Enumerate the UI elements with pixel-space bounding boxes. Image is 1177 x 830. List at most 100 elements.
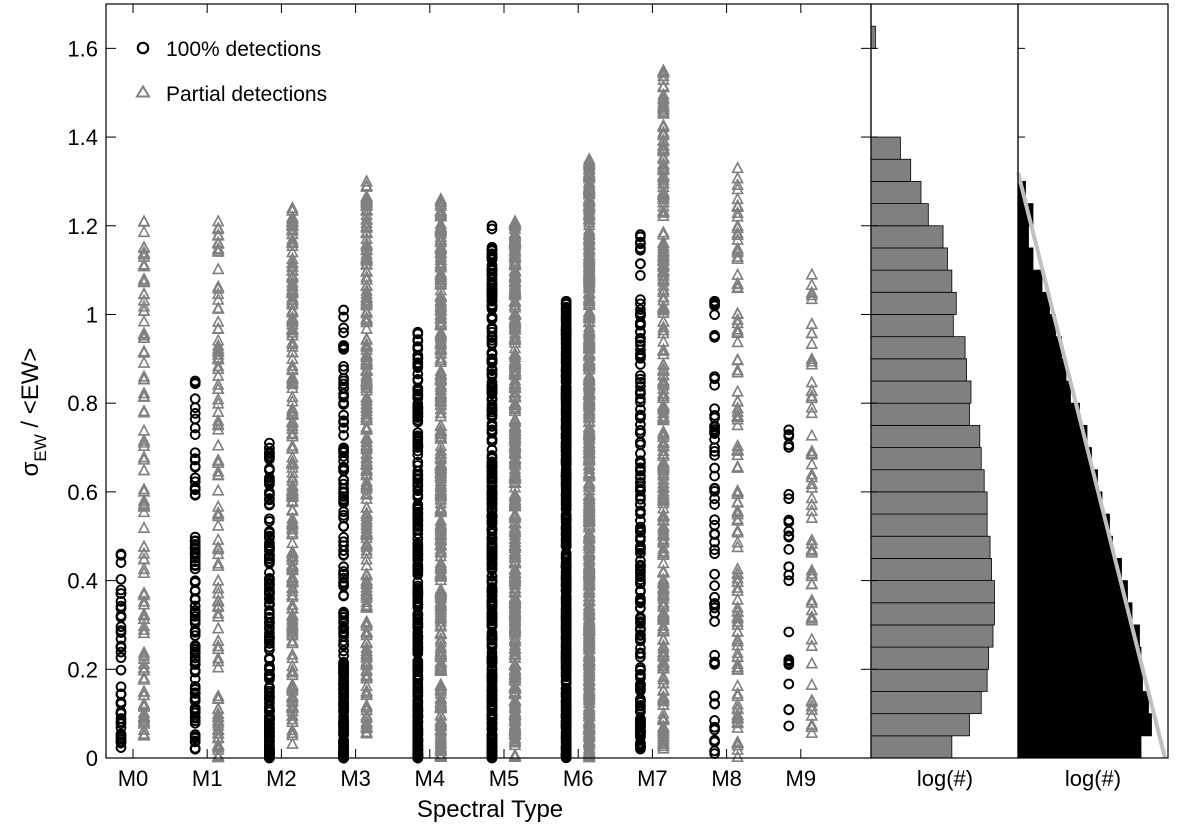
data-point-partial bbox=[731, 322, 744, 335]
data-point-partial bbox=[805, 267, 819, 280]
data-point-partial bbox=[582, 467, 596, 480]
data-point-full bbox=[560, 718, 572, 730]
data-point-partial bbox=[731, 624, 744, 637]
x-axis-ticks: M0 M1 M2 M3 M4 M5 M6 M7 M8 M9 bbox=[118, 4, 816, 791]
data-point-full bbox=[189, 655, 201, 667]
data-point-partial bbox=[582, 424, 596, 437]
data-point-partial bbox=[508, 475, 522, 488]
data-point-full bbox=[412, 484, 424, 496]
data-point-partial bbox=[286, 311, 299, 324]
data-point-partial bbox=[286, 520, 299, 533]
data-point-full bbox=[560, 348, 572, 360]
data-point-partial bbox=[211, 301, 225, 314]
data-point-partial bbox=[582, 310, 596, 323]
data-point-partial bbox=[731, 363, 744, 376]
data-point-partial bbox=[286, 401, 299, 414]
data-point-partial bbox=[582, 622, 596, 635]
y-tick-label: 1.2 bbox=[67, 214, 98, 239]
data-point-full bbox=[486, 537, 498, 549]
data-point-full bbox=[412, 744, 424, 756]
data-point-partial bbox=[657, 597, 670, 610]
data-point-partial bbox=[657, 618, 670, 631]
data-point-partial bbox=[731, 583, 744, 596]
data-point-partial bbox=[360, 679, 373, 692]
histogram-fit-line bbox=[1016, 172, 1167, 759]
histogram-all-bar bbox=[870, 668, 988, 692]
data-point-full bbox=[189, 626, 201, 638]
data-point-partial bbox=[508, 412, 522, 425]
data-point-partial bbox=[360, 590, 373, 603]
data-point-full bbox=[486, 349, 498, 360]
data-point-partial bbox=[657, 142, 670, 155]
data-point-partial bbox=[657, 624, 670, 637]
data-point-partial bbox=[508, 319, 522, 332]
data-point-partial bbox=[657, 556, 670, 569]
data-point-partial bbox=[508, 748, 522, 761]
data-point-partial bbox=[211, 417, 225, 430]
data-point-full bbox=[189, 422, 201, 434]
data-point-partial bbox=[360, 568, 373, 581]
data-point-partial bbox=[434, 542, 448, 555]
data-point-partial bbox=[657, 509, 670, 522]
data-point-partial bbox=[137, 672, 151, 685]
data-point-full bbox=[635, 740, 646, 752]
histogram-fit-bar bbox=[1017, 691, 1149, 715]
data-point-full bbox=[486, 379, 498, 390]
data-point-full bbox=[560, 552, 572, 564]
data-point-partial bbox=[434, 382, 448, 395]
data-point-partial bbox=[805, 656, 819, 669]
data-point-full bbox=[338, 569, 349, 580]
data-point-partial bbox=[731, 507, 744, 520]
data-point-full bbox=[635, 694, 646, 705]
data-point-partial bbox=[508, 627, 522, 640]
y-tick-label: 0.2 bbox=[67, 657, 98, 682]
data-point-full bbox=[338, 561, 349, 573]
data-point-full bbox=[709, 482, 720, 494]
data-point-partial bbox=[657, 320, 670, 333]
data-point-partial bbox=[360, 315, 373, 328]
data-point-partial bbox=[360, 552, 373, 565]
data-point-partial bbox=[360, 250, 373, 263]
data-point-partial bbox=[211, 726, 225, 739]
data-point-partial bbox=[731, 281, 744, 294]
data-point-partial bbox=[582, 531, 596, 544]
data-point-full bbox=[560, 674, 572, 686]
data-point-partial bbox=[805, 351, 819, 365]
data-point-full bbox=[635, 561, 646, 572]
data-point-partial bbox=[731, 412, 744, 425]
data-point-partial bbox=[731, 711, 744, 724]
data-point-partial bbox=[360, 439, 373, 452]
data-point-full bbox=[264, 515, 275, 527]
data-point-partial bbox=[434, 336, 448, 349]
data-point-partial bbox=[582, 483, 596, 496]
data-point-full bbox=[412, 433, 424, 445]
data-point-full bbox=[264, 663, 275, 675]
data-point-partial bbox=[360, 546, 373, 559]
histogram-all-bar bbox=[870, 646, 989, 670]
data-point-full bbox=[486, 662, 498, 673]
data-point-partial bbox=[211, 715, 225, 728]
data-point-partial bbox=[434, 557, 448, 570]
data-point-partial bbox=[434, 694, 448, 707]
data-point-full bbox=[635, 498, 646, 510]
data-point-partial bbox=[508, 395, 522, 408]
data-point-partial bbox=[360, 703, 373, 716]
y-tick-label: 1.6 bbox=[67, 36, 98, 61]
data-point-full bbox=[412, 589, 424, 600]
data-point-partial bbox=[211, 639, 225, 652]
data-point-partial bbox=[434, 290, 448, 303]
data-point-full bbox=[338, 493, 349, 505]
data-point-full bbox=[338, 311, 349, 323]
data-point-partial bbox=[582, 325, 596, 338]
data-point-partial bbox=[805, 542, 819, 555]
data-point-partial bbox=[731, 267, 744, 280]
data-point-full bbox=[338, 327, 349, 339]
data-point-partial bbox=[211, 344, 225, 357]
data-point-full bbox=[709, 544, 720, 555]
data-point-partial bbox=[508, 723, 522, 736]
data-point-partial bbox=[731, 277, 744, 290]
data-point-partial bbox=[360, 457, 373, 470]
data-point-partial bbox=[137, 452, 151, 465]
data-point-full bbox=[560, 466, 572, 478]
data-point-partial bbox=[731, 660, 744, 673]
